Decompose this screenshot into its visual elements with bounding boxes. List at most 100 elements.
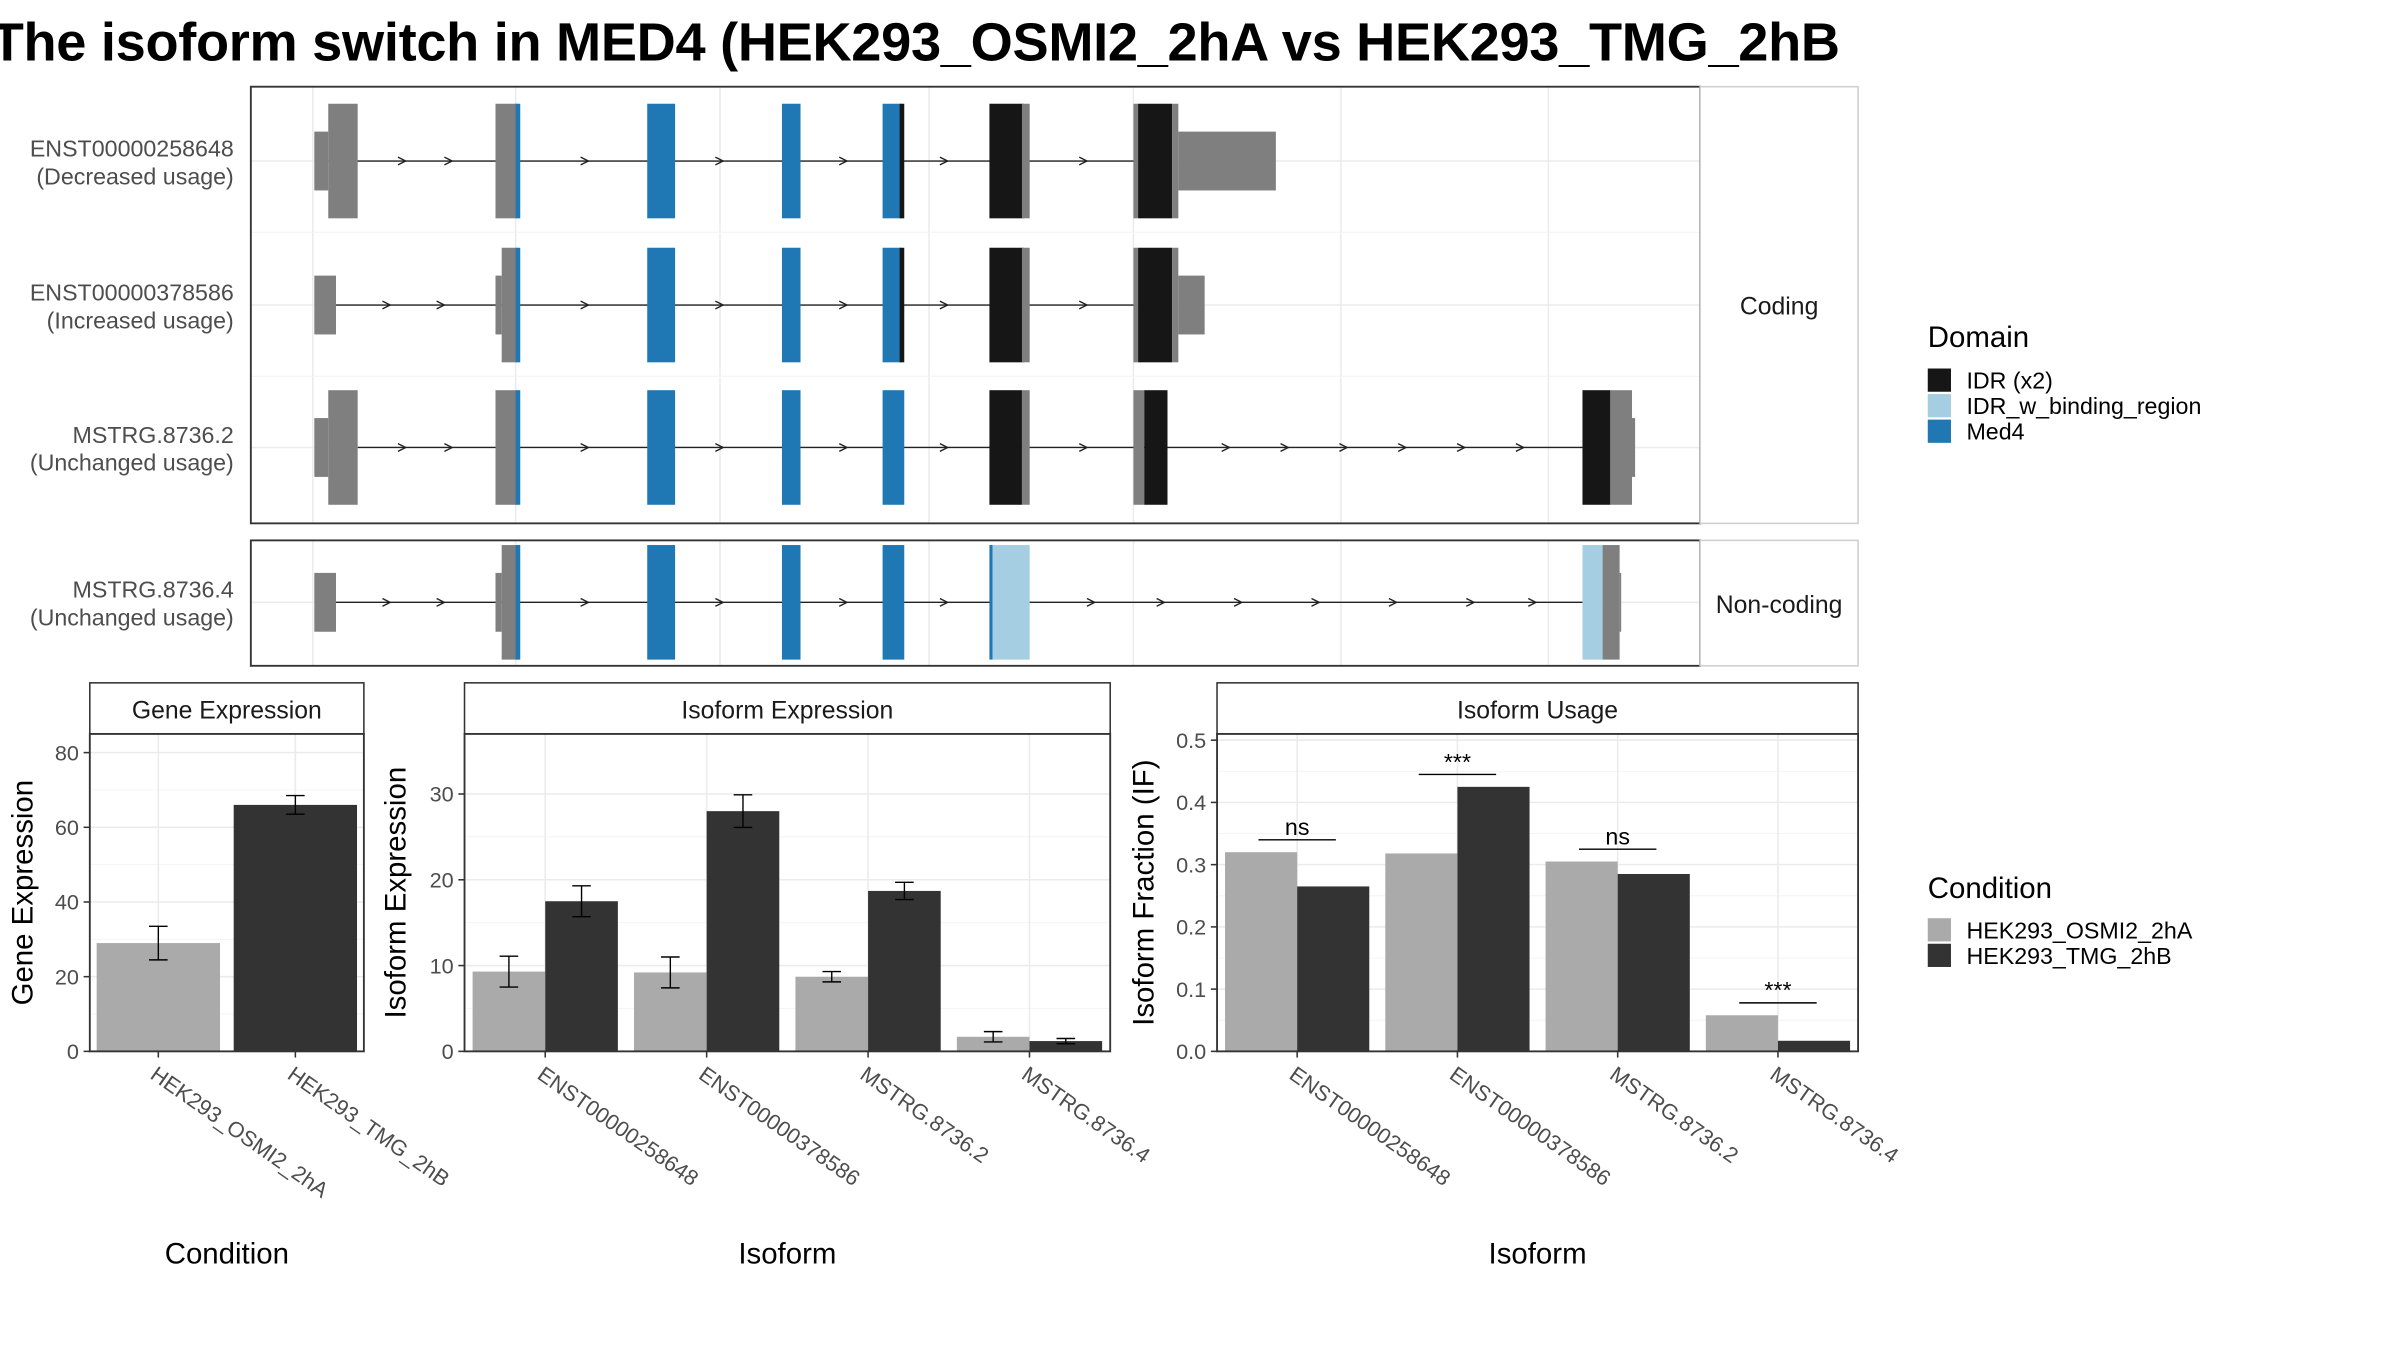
y-axis-title: Gene Expression xyxy=(7,780,40,1006)
idr-domain xyxy=(899,247,905,363)
med4-domain xyxy=(781,247,801,363)
intron-direction-arrow xyxy=(1339,442,1349,452)
domain-legend-label: IDR (x2) xyxy=(1966,368,2052,394)
intron-direction-arrow xyxy=(1156,597,1166,607)
y-tick-label: 0.1 xyxy=(1176,977,1206,1002)
x-tick-label: ENST00000258648 xyxy=(533,1061,703,1191)
plot-border xyxy=(463,733,1112,1053)
idr-domain xyxy=(989,247,1024,363)
intron-direction-arrow xyxy=(838,597,849,607)
idr-domain xyxy=(1144,390,1168,505)
plot-border xyxy=(1216,733,1860,1053)
y-axis-title: Isoform Fraction (IF) xyxy=(1128,759,1161,1025)
isoform-usage-label: (Unchanged usage) xyxy=(30,605,234,631)
y-tick-label: 0.4 xyxy=(1176,790,1206,815)
med4-domain xyxy=(515,247,521,363)
panel-title: Isoform Expression xyxy=(681,697,893,724)
intron-direction-arrow xyxy=(1086,597,1097,607)
utr-exon xyxy=(1133,103,1139,219)
intron-direction-arrow xyxy=(1221,442,1231,452)
utr-exon xyxy=(495,275,502,335)
intron-direction-arrow xyxy=(939,597,950,607)
utr-exon xyxy=(314,572,337,632)
y-axis-title: Isoform Expression xyxy=(380,767,413,1019)
med4-domain xyxy=(647,103,676,219)
bar-condition-a xyxy=(795,976,869,1052)
intron-direction-arrow xyxy=(715,597,725,607)
med4-domain xyxy=(515,545,521,660)
utr-exon xyxy=(1021,103,1030,219)
med4-domain xyxy=(515,103,521,219)
bar-condition-a xyxy=(1225,852,1298,1052)
domain-legend-title: Domain xyxy=(1928,321,2029,354)
x-tick-label: MSTRG.8736.2 xyxy=(856,1061,994,1168)
y-tick-label: 80 xyxy=(55,740,79,765)
isoform-id-label: MSTRG.8736.2 xyxy=(72,422,233,448)
y-tick-label: 0 xyxy=(67,1039,79,1064)
domain-legend-swatch xyxy=(1927,368,1951,392)
facet-strip-noncoding xyxy=(1699,539,1859,667)
med4-domain xyxy=(647,390,676,505)
utr-exon xyxy=(501,247,518,363)
intron-direction-arrow xyxy=(715,300,725,310)
y-tick-label: 20 xyxy=(430,868,454,893)
intron-direction-arrow xyxy=(1078,156,1089,166)
idr-binding-domain xyxy=(1582,545,1603,660)
intron-direction-arrow xyxy=(838,156,849,166)
isoform-usage-label: (Increased usage) xyxy=(47,307,234,333)
bar-condition-b xyxy=(868,890,941,1052)
utr-exon xyxy=(1610,390,1633,505)
x-axis-title: Condition xyxy=(165,1237,289,1270)
med4-domain xyxy=(882,247,902,363)
y-tick-label: 60 xyxy=(55,815,79,840)
utr-exon xyxy=(328,103,358,219)
intron-direction-arrow xyxy=(436,300,446,310)
x-tick-label: ENST00000258648 xyxy=(1285,1061,1455,1191)
bar-condition-b xyxy=(1457,786,1530,1052)
domain-legend-swatch xyxy=(1927,419,1951,443)
isoform-usage-label: (Unchanged usage) xyxy=(30,450,234,476)
intron-direction-arrow xyxy=(444,442,454,452)
med4-domain xyxy=(882,545,905,660)
intron-direction-arrow xyxy=(1233,597,1244,607)
utr-exon xyxy=(1619,572,1622,632)
intron-direction-arrow xyxy=(382,597,392,607)
bar-condition-b xyxy=(545,901,618,1052)
bar-condition-a xyxy=(956,1036,1030,1052)
significance-label: ns xyxy=(1605,824,1630,850)
panel-title: Gene Expression xyxy=(132,697,322,724)
utr-exon xyxy=(1178,131,1276,191)
y-tick-label: 40 xyxy=(55,890,79,915)
y-tick-label: 0.5 xyxy=(1176,728,1206,753)
intron-direction-arrow xyxy=(580,597,590,607)
med4-domain xyxy=(515,390,521,505)
med4-domain xyxy=(781,103,801,219)
med4-domain xyxy=(989,545,993,660)
intron-direction-arrow xyxy=(1078,442,1089,452)
idr-domain xyxy=(1582,390,1611,505)
panel-strip xyxy=(1216,682,1859,735)
intron-direction-arrow xyxy=(715,442,725,452)
condition-legend-label: HEK293_OSMI2_2hA xyxy=(1966,917,2192,943)
intron-direction-arrow xyxy=(1397,442,1408,452)
domain-legend-label: Med4 xyxy=(1966,419,2024,445)
intron-direction-arrow xyxy=(1456,442,1467,452)
intron-direction-arrow xyxy=(1515,442,1526,452)
idr-domain xyxy=(989,103,1024,219)
intron-direction-arrow xyxy=(1078,300,1089,310)
isoform-id-label: ENST00000258648 xyxy=(30,135,234,161)
utr-exon xyxy=(314,418,329,477)
idr-binding-domain xyxy=(992,545,1030,660)
bar-condition-a xyxy=(1385,853,1458,1052)
domain-legend-swatch xyxy=(1927,394,1951,418)
bar-condition-a xyxy=(1545,861,1618,1052)
bar-gene-expression xyxy=(233,804,358,1052)
intron-direction-arrow xyxy=(939,442,950,452)
x-tick-label: MSTRG.8736.4 xyxy=(1017,1061,1155,1168)
utr-exon xyxy=(1172,247,1179,363)
intron-direction-arrow xyxy=(436,597,446,607)
condition-legend-swatch xyxy=(1927,918,1951,942)
panel-title: Isoform Usage xyxy=(1457,697,1618,724)
